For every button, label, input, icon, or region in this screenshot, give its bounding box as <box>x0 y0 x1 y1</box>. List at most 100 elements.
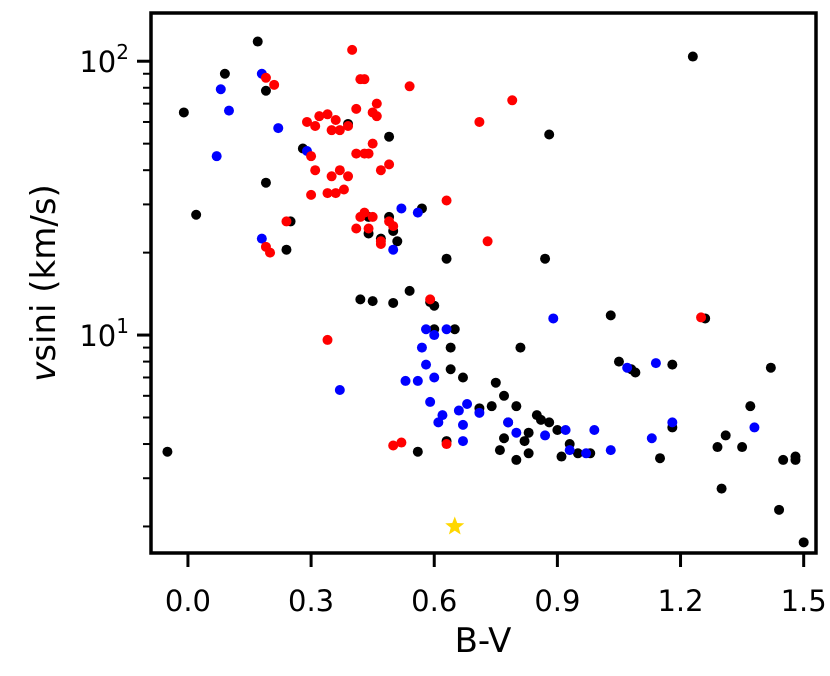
data-point <box>310 121 321 131</box>
data-point <box>486 401 497 412</box>
x-axis-label: B-V <box>455 621 512 661</box>
data-point <box>396 437 407 448</box>
data-point <box>260 177 271 188</box>
data-point <box>392 236 403 247</box>
data-point <box>351 148 362 159</box>
data-point <box>322 188 333 199</box>
data-point <box>265 247 276 258</box>
data-point <box>367 211 378 222</box>
data-point <box>462 399 473 410</box>
data-point <box>330 188 341 199</box>
data-point <box>400 375 411 386</box>
data-point <box>457 419 468 430</box>
data-point <box>650 358 661 369</box>
data-point <box>548 313 559 324</box>
data-point <box>622 362 633 373</box>
data-point <box>404 285 415 296</box>
data-point <box>655 453 666 464</box>
data-point <box>388 244 399 255</box>
data-point <box>712 442 723 453</box>
data-point <box>511 454 522 465</box>
data-point <box>511 427 522 438</box>
data-point <box>363 223 374 234</box>
y-tick-label: 102 <box>79 40 129 79</box>
data-point <box>388 221 399 232</box>
data-point <box>511 401 522 412</box>
data-point <box>351 223 362 234</box>
data-point <box>301 116 312 127</box>
data-point <box>441 253 452 264</box>
data-point <box>441 195 452 206</box>
data-point <box>507 95 518 106</box>
data-point <box>310 165 321 176</box>
data-point <box>482 236 493 247</box>
data-point <box>384 131 395 142</box>
data-point <box>367 138 378 149</box>
data-point <box>433 417 444 428</box>
data-point <box>396 203 407 214</box>
data-point <box>191 209 202 220</box>
x-tick-label: 0.9 <box>534 584 580 618</box>
data-point <box>256 233 267 244</box>
data-point <box>355 294 366 305</box>
data-point <box>646 433 657 444</box>
data-point <box>269 79 280 90</box>
data-point <box>314 111 325 122</box>
data-point <box>388 440 399 451</box>
data-point <box>790 454 801 465</box>
data-point <box>745 401 756 412</box>
data-point <box>716 483 727 494</box>
data-point <box>581 448 592 459</box>
data-point <box>720 430 731 441</box>
data-point <box>338 184 349 195</box>
data-point <box>429 330 440 341</box>
plot-frame <box>149 11 818 555</box>
data-point <box>330 115 341 126</box>
data-point <box>404 81 415 92</box>
data-point <box>494 445 505 456</box>
data-point <box>260 72 271 83</box>
data-point <box>556 451 567 462</box>
data-point <box>667 359 678 370</box>
data-point <box>322 334 333 345</box>
data-point <box>544 417 555 428</box>
data-point <box>474 407 485 418</box>
data-point <box>589 425 600 436</box>
y-axis-label-prefix: v <box>24 361 64 382</box>
data-point <box>421 359 432 370</box>
data-point <box>540 253 551 264</box>
data-point <box>531 410 542 421</box>
data-point <box>564 445 575 456</box>
data-point <box>326 171 337 182</box>
data-point <box>343 171 354 182</box>
star-marker <box>445 516 465 535</box>
data-point <box>503 417 514 428</box>
data-points <box>162 36 809 548</box>
data-point <box>445 364 456 375</box>
data-point <box>765 362 776 373</box>
data-point <box>749 422 760 433</box>
data-point <box>499 390 510 401</box>
data-point <box>425 396 436 407</box>
data-point <box>347 44 358 55</box>
data-point <box>334 125 345 136</box>
x-axis-ticks: 0.0 0.3 0.6 0.9 1.2 1.5 <box>165 553 827 618</box>
data-point <box>560 425 571 436</box>
data-point <box>605 310 616 321</box>
data-point <box>219 68 230 79</box>
data-point <box>540 430 551 441</box>
data-point <box>519 436 530 447</box>
data-point <box>326 125 337 136</box>
data-point <box>515 342 526 353</box>
data-point <box>359 207 370 218</box>
data-point <box>260 85 271 96</box>
data-point <box>384 159 395 170</box>
x-tick-label: 0.6 <box>411 584 457 618</box>
data-point <box>605 445 616 456</box>
data-point <box>334 385 345 396</box>
x-tick-label: 0.0 <box>165 584 211 618</box>
y-axis-label-suffix: (km/s) <box>24 184 64 303</box>
data-point <box>667 417 678 428</box>
data-point <box>273 123 284 134</box>
